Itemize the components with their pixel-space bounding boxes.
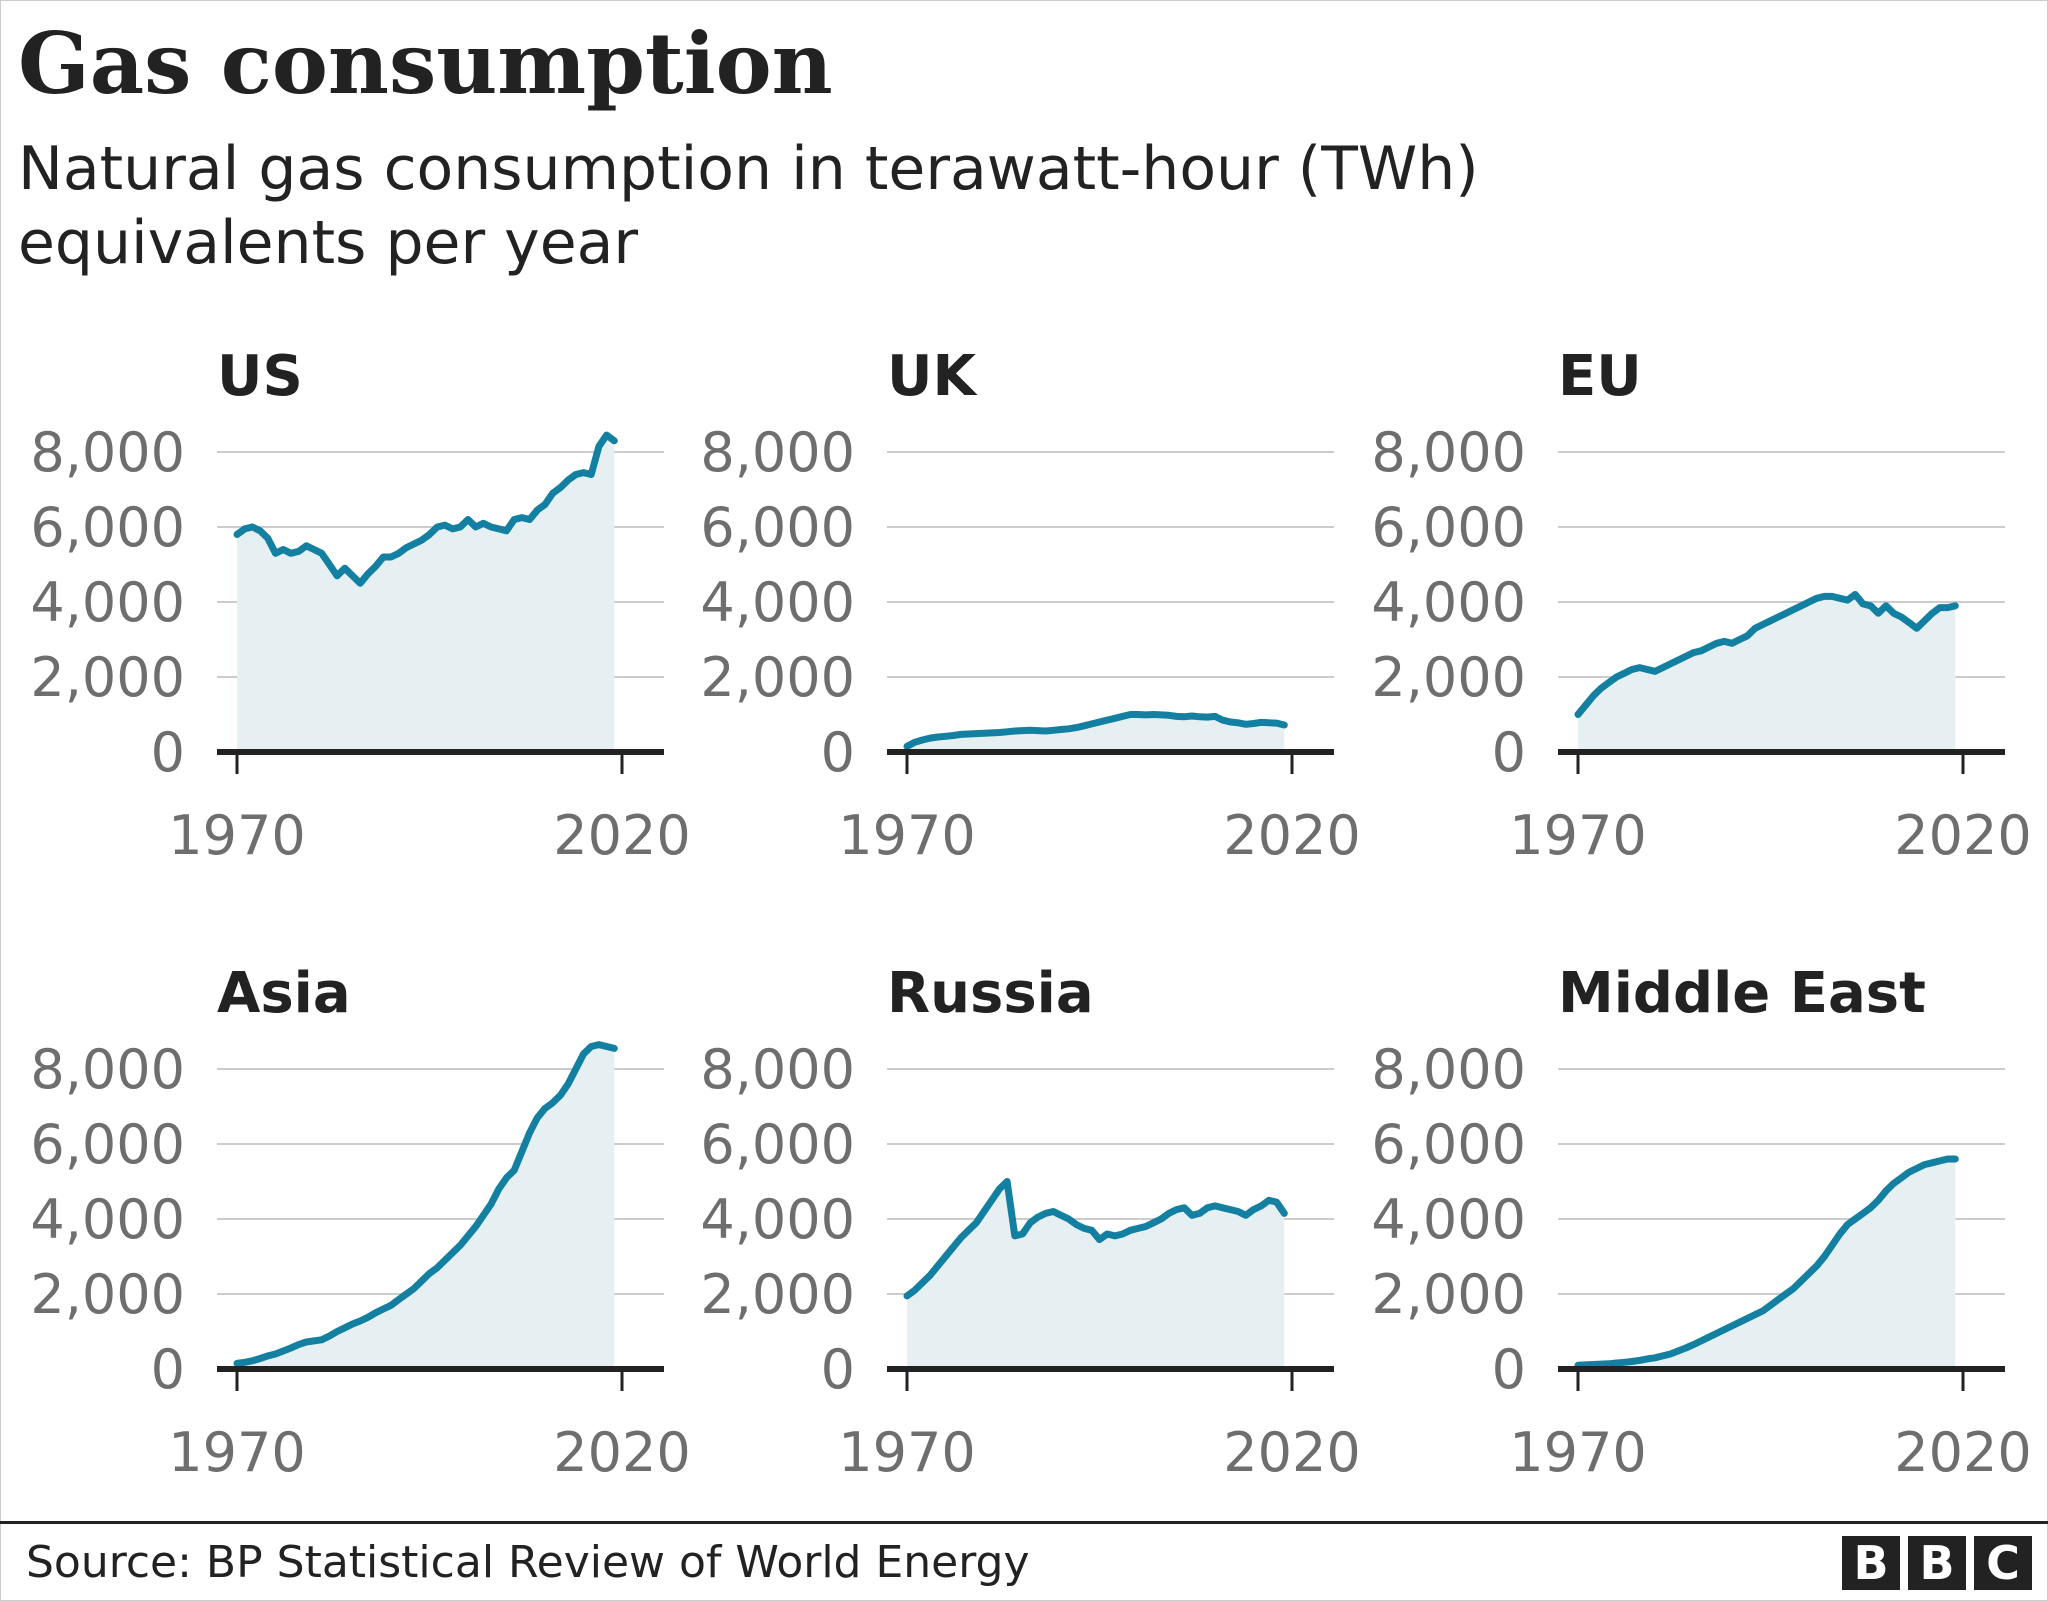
panel-title: EU <box>1558 344 1642 409</box>
logo-block: B <box>1908 1536 1966 1590</box>
x-tick-label: 1970 <box>838 804 975 867</box>
y-tick-label: 4,000 <box>30 1188 185 1251</box>
x-tick-label: 1970 <box>1509 804 1646 867</box>
series-line <box>903 1178 1288 1300</box>
y-tick-label: 0 <box>151 1338 185 1401</box>
y-tick-label: 2,000 <box>700 646 855 709</box>
x-tick-label: 2020 <box>1223 804 1360 867</box>
x-tick-label: 1970 <box>1509 1421 1646 1484</box>
y-tick-label: 2,000 <box>30 1263 185 1326</box>
series-area <box>237 435 615 752</box>
series-area <box>907 714 1285 752</box>
bbc-logo: B B C <box>1842 1536 2032 1590</box>
y-tick-label: 8,000 <box>700 421 855 484</box>
y-tick-label: 6,000 <box>30 1113 185 1176</box>
series-line <box>1574 591 1959 718</box>
logo-block: B <box>1842 1536 1900 1590</box>
y-tick-label: 6,000 <box>700 496 855 559</box>
y-tick-label: 4,000 <box>1371 571 1526 634</box>
panel-title: Middle East <box>1558 961 1926 1026</box>
panel-title: Asia <box>217 961 351 1026</box>
y-tick-label: 8,000 <box>1371 421 1526 484</box>
series-area <box>237 1044 615 1369</box>
y-tick-label: 2,000 <box>1371 1263 1526 1326</box>
y-tick-label: 8,000 <box>700 1038 855 1101</box>
y-tick-label: 6,000 <box>30 496 185 559</box>
chart-title: Gas consumption <box>18 14 833 113</box>
y-tick-label: 6,000 <box>1371 496 1526 559</box>
y-tick-label: 2,000 <box>30 646 185 709</box>
series-line <box>233 1041 618 1367</box>
logo-block: C <box>1974 1536 2032 1590</box>
y-tick-label: 2,000 <box>1371 646 1526 709</box>
series-line <box>1574 1155 1959 1369</box>
x-tick-label: 1970 <box>168 804 305 867</box>
series-line <box>233 431 618 587</box>
panel-title: UK <box>887 344 978 409</box>
y-tick-label: 0 <box>1492 1338 1526 1401</box>
chart-subtitle: Natural gas consumption in terawatt-hour… <box>18 134 1479 278</box>
y-tick-label: 4,000 <box>700 1188 855 1251</box>
y-tick-label: 0 <box>151 721 185 784</box>
y-tick-label: 8,000 <box>30 1038 185 1101</box>
x-tick-label: 1970 <box>168 1421 305 1484</box>
y-tick-label: 6,000 <box>700 1113 855 1176</box>
x-tick-label: 2020 <box>1223 1421 1360 1484</box>
panel-title: US <box>217 344 303 409</box>
y-tick-label: 6,000 <box>1371 1113 1526 1176</box>
y-tick-label: 0 <box>821 1338 855 1401</box>
series-line <box>903 711 1288 750</box>
series-area <box>1578 594 1956 752</box>
y-tick-label: 8,000 <box>30 421 185 484</box>
y-tick-label: 4,000 <box>30 571 185 634</box>
source-note: Source: BP Statistical Review of World E… <box>26 1537 1030 1588</box>
series-area <box>907 1181 1285 1369</box>
y-tick-label: 0 <box>821 721 855 784</box>
y-tick-label: 4,000 <box>700 571 855 634</box>
x-tick-label: 2020 <box>1894 804 2031 867</box>
x-tick-label: 2020 <box>553 804 690 867</box>
y-tick-label: 2,000 <box>700 1263 855 1326</box>
x-tick-label: 2020 <box>553 1421 690 1484</box>
y-tick-label: 8,000 <box>1371 1038 1526 1101</box>
series-area <box>1578 1159 1956 1369</box>
x-tick-label: 1970 <box>838 1421 975 1484</box>
y-tick-label: 4,000 <box>1371 1188 1526 1251</box>
footer-divider <box>0 1521 2048 1524</box>
panel-title: Russia <box>887 961 1094 1026</box>
x-tick-label: 2020 <box>1894 1421 2031 1484</box>
y-tick-label: 0 <box>1492 721 1526 784</box>
